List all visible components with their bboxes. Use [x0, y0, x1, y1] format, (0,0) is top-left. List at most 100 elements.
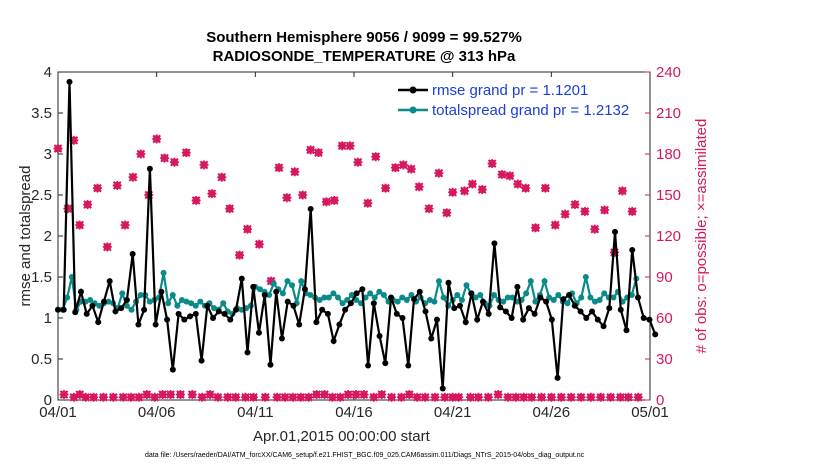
- obs-assimilated-point: [321, 197, 331, 207]
- rmse-point: [353, 290, 360, 297]
- totalspread-point: [96, 302, 103, 309]
- rmse-point: [514, 283, 521, 290]
- obs-assimilated-point: [235, 250, 245, 260]
- totalspread-point: [610, 294, 617, 301]
- obs-assimilated-point: [152, 134, 162, 144]
- obs-assimilated-point-low: [319, 390, 329, 400]
- rmse-point: [112, 308, 119, 315]
- totalspread-point: [289, 282, 296, 289]
- rmse-point: [175, 310, 182, 317]
- rmse-point: [342, 306, 349, 313]
- obs-assimilated-point-low: [527, 392, 537, 402]
- x-tick-label: 04/11: [237, 404, 273, 421]
- rmse-point: [652, 331, 659, 338]
- rmse-point: [278, 335, 285, 342]
- chart-title-line2: RADIOSONDE_TEMPERATURE @ 313 hPa: [213, 48, 516, 65]
- obs-assimilated-point-low: [134, 392, 144, 402]
- obs-assimilated-point: [160, 153, 170, 163]
- totalspread-point: [330, 290, 337, 297]
- rmse-point: [411, 296, 418, 303]
- rmse-point: [72, 309, 79, 316]
- rmse-point: [192, 310, 199, 317]
- rmse-point: [244, 349, 251, 356]
- obs-assimilated-point: [617, 186, 627, 196]
- rmse-point: [571, 302, 578, 309]
- totalspread-point: [174, 302, 181, 309]
- y-right-tick-label: 60: [656, 310, 673, 327]
- rmse-point: [169, 366, 176, 373]
- obs-assimilated-point: [363, 198, 373, 208]
- rmse-point: [261, 292, 268, 299]
- obs-assimilated-point: [353, 157, 363, 167]
- y-axis-right: 0 30 60 90 120 150 180 210 240: [645, 64, 681, 409]
- totalspread-point: [555, 292, 562, 299]
- obs-assimilated-point-low: [89, 392, 99, 402]
- rmse-point: [324, 310, 331, 317]
- rmse-point: [319, 306, 326, 313]
- y-left-tick-label: 0: [44, 392, 52, 409]
- totalspread-point: [169, 292, 176, 299]
- y-right-tick-label: 210: [656, 105, 681, 122]
- obs-assimilated-point: [92, 183, 102, 193]
- x-tick-label: 04/21: [434, 404, 472, 421]
- obs-assimilated-point-low: [377, 390, 387, 400]
- totalspread-point: [431, 298, 438, 305]
- y-left-tick-label: 1.5: [31, 269, 52, 286]
- obs-assimilated-point: [540, 183, 550, 193]
- x-tick-label: 04/16: [335, 404, 373, 421]
- obs-assimilated-point-low: [511, 392, 521, 402]
- obs-assimilated-point: [414, 182, 424, 192]
- rmse-point: [66, 78, 73, 85]
- totalspread-point: [491, 292, 498, 299]
- y-left-tick-label: 3: [44, 146, 52, 163]
- rmse-point: [560, 296, 567, 303]
- rmse-point: [594, 316, 601, 323]
- totalspread-point: [339, 300, 346, 307]
- obs-assimilated-point-low: [396, 392, 406, 402]
- rmse-point: [255, 329, 262, 336]
- y-right-tick-label: 30: [656, 351, 673, 368]
- totalspread-point: [454, 292, 461, 299]
- obs-assimilated-point-low: [327, 392, 337, 402]
- totalspread-point: [578, 294, 585, 301]
- obs-assimilated-point-low: [175, 390, 185, 400]
- y-right-tick-label: 120: [656, 228, 681, 245]
- totalspread-point: [440, 294, 447, 301]
- obs-assimilated-point-low: [343, 390, 353, 400]
- obs-assimilated-point-low: [596, 392, 606, 402]
- obs-assimilated-point: [460, 186, 470, 196]
- y-left-tick-label: 3.5: [31, 105, 52, 122]
- rmse-point: [370, 300, 377, 307]
- rmse-point: [566, 292, 573, 299]
- obs-assimilated-point: [467, 179, 477, 189]
- totalspread-point: [592, 298, 599, 305]
- obs-assimilated-point: [75, 220, 85, 230]
- obs-assimilated-point: [282, 193, 292, 203]
- y-right-tick-label: 240: [656, 64, 681, 81]
- rmse-point: [187, 313, 194, 320]
- rmse-point: [629, 246, 636, 253]
- totalspread-point: [270, 280, 277, 287]
- rmse-point: [399, 315, 406, 321]
- rmse-point: [336, 321, 343, 328]
- rmse-point: [531, 310, 538, 317]
- obs-assimilated-point-low: [81, 392, 91, 402]
- rmse-point: [106, 278, 113, 285]
- obs-assimilated-point: [434, 168, 444, 178]
- rmse-point: [548, 316, 555, 323]
- obs-assimilated-point-low: [304, 392, 314, 402]
- totalspread-point: [128, 306, 135, 313]
- obs-assimilated-point-low: [312, 390, 322, 400]
- rmse-point: [100, 298, 107, 305]
- obs-assimilated-point: [600, 205, 610, 215]
- totalspread-point: [399, 294, 406, 301]
- obs-assimilated-point-low: [231, 392, 241, 402]
- rmse-point: [210, 315, 217, 321]
- obs-assimilated-point-low: [615, 392, 625, 402]
- rmse-point: [525, 305, 532, 312]
- rmse-point: [508, 315, 515, 321]
- totalspread-point: [146, 298, 153, 305]
- obs-assimilated-point-low: [126, 392, 136, 402]
- rmse-point: [181, 316, 188, 323]
- obs-assimilated-point-low: [166, 390, 176, 400]
